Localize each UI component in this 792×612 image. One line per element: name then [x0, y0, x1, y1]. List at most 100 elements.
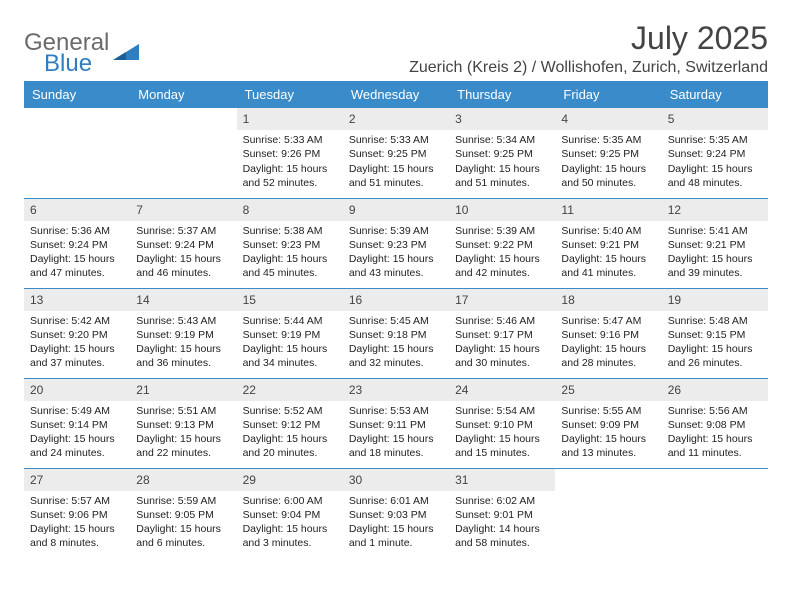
day-details: Sunrise: 6:02 AMSunset: 9:01 PMDaylight:…: [449, 491, 555, 555]
day-details: Sunrise: 5:35 AMSunset: 9:25 PMDaylight:…: [555, 130, 661, 194]
day-number: 11: [555, 199, 661, 221]
day-details: Sunrise: 5:38 AMSunset: 9:23 PMDaylight:…: [237, 221, 343, 285]
day-details: Sunrise: 5:40 AMSunset: 9:21 PMDaylight:…: [555, 221, 661, 285]
day-details: Sunrise: 5:52 AMSunset: 9:12 PMDaylight:…: [237, 401, 343, 465]
month-title: July 2025: [409, 20, 768, 57]
calendar-week-row: 13Sunrise: 5:42 AMSunset: 9:20 PMDayligh…: [24, 288, 768, 378]
calendar-day-cell: 24Sunrise: 5:54 AMSunset: 9:10 PMDayligh…: [449, 378, 555, 468]
calendar-day-cell: 28Sunrise: 5:59 AMSunset: 9:05 PMDayligh…: [130, 468, 236, 558]
day-details: Sunrise: 5:53 AMSunset: 9:11 PMDaylight:…: [343, 401, 449, 465]
day-details: Sunrise: 5:39 AMSunset: 9:22 PMDaylight:…: [449, 221, 555, 285]
day-details: Sunrise: 5:34 AMSunset: 9:25 PMDaylight:…: [449, 130, 555, 194]
weekday-header: Tuesday: [237, 81, 343, 108]
weekday-header: Wednesday: [343, 81, 449, 108]
weekday-header: Monday: [130, 81, 236, 108]
calendar-day-cell: 2Sunrise: 5:33 AMSunset: 9:25 PMDaylight…: [343, 108, 449, 198]
calendar-day-cell: 22Sunrise: 5:52 AMSunset: 9:12 PMDayligh…: [237, 378, 343, 468]
calendar-week-row: 27Sunrise: 5:57 AMSunset: 9:06 PMDayligh…: [24, 468, 768, 558]
day-details: Sunrise: 5:57 AMSunset: 9:06 PMDaylight:…: [24, 491, 130, 555]
day-number: 12: [662, 199, 768, 221]
day-details: Sunrise: 5:48 AMSunset: 9:15 PMDaylight:…: [662, 311, 768, 375]
day-number: 4: [555, 108, 661, 130]
calendar-day-cell: 7Sunrise: 5:37 AMSunset: 9:24 PMDaylight…: [130, 198, 236, 288]
calendar-day-cell: 6Sunrise: 5:36 AMSunset: 9:24 PMDaylight…: [24, 198, 130, 288]
calendar-day-cell: 9Sunrise: 5:39 AMSunset: 9:23 PMDaylight…: [343, 198, 449, 288]
day-number: 29: [237, 469, 343, 491]
day-number: 13: [24, 289, 130, 311]
calendar-day-cell: 25Sunrise: 5:55 AMSunset: 9:09 PMDayligh…: [555, 378, 661, 468]
weekday-header: Sunday: [24, 81, 130, 108]
calendar-day-cell: 23Sunrise: 5:53 AMSunset: 9:11 PMDayligh…: [343, 378, 449, 468]
calendar-day-cell: [662, 468, 768, 558]
day-details: Sunrise: 5:35 AMSunset: 9:24 PMDaylight:…: [662, 130, 768, 194]
day-details: Sunrise: 5:33 AMSunset: 9:26 PMDaylight:…: [237, 130, 343, 194]
calendar-day-cell: 30Sunrise: 6:01 AMSunset: 9:03 PMDayligh…: [343, 468, 449, 558]
day-number: 26: [662, 379, 768, 401]
day-number: 20: [24, 379, 130, 401]
day-number: 2: [343, 108, 449, 130]
calendar-day-cell: 12Sunrise: 5:41 AMSunset: 9:21 PMDayligh…: [662, 198, 768, 288]
calendar-week-row: 6Sunrise: 5:36 AMSunset: 9:24 PMDaylight…: [24, 198, 768, 288]
day-number: 25: [555, 379, 661, 401]
day-details: Sunrise: 5:45 AMSunset: 9:18 PMDaylight:…: [343, 311, 449, 375]
calendar-day-cell: 5Sunrise: 5:35 AMSunset: 9:24 PMDaylight…: [662, 108, 768, 198]
day-number: 3: [449, 108, 555, 130]
day-number: 24: [449, 379, 555, 401]
day-number: 14: [130, 289, 236, 311]
calendar-week-row: 20Sunrise: 5:49 AMSunset: 9:14 PMDayligh…: [24, 378, 768, 468]
day-number: 28: [130, 469, 236, 491]
day-details: Sunrise: 5:39 AMSunset: 9:23 PMDaylight:…: [343, 221, 449, 285]
calendar-day-cell: 21Sunrise: 5:51 AMSunset: 9:13 PMDayligh…: [130, 378, 236, 468]
day-number: 10: [449, 199, 555, 221]
day-details: Sunrise: 5:54 AMSunset: 9:10 PMDaylight:…: [449, 401, 555, 465]
day-details: Sunrise: 5:33 AMSunset: 9:25 PMDaylight:…: [343, 130, 449, 194]
day-number: 5: [662, 108, 768, 130]
calendar-day-cell: 1Sunrise: 5:33 AMSunset: 9:26 PMDaylight…: [237, 108, 343, 198]
day-details: Sunrise: 5:49 AMSunset: 9:14 PMDaylight:…: [24, 401, 130, 465]
day-details: Sunrise: 5:43 AMSunset: 9:19 PMDaylight:…: [130, 311, 236, 375]
day-number: 30: [343, 469, 449, 491]
logo-triangle-icon: [113, 42, 141, 67]
weekday-header: Thursday: [449, 81, 555, 108]
calendar-day-cell: 4Sunrise: 5:35 AMSunset: 9:25 PMDaylight…: [555, 108, 661, 198]
day-details: Sunrise: 5:51 AMSunset: 9:13 PMDaylight:…: [130, 401, 236, 465]
day-details: Sunrise: 6:00 AMSunset: 9:04 PMDaylight:…: [237, 491, 343, 555]
day-number: 18: [555, 289, 661, 311]
day-number: 16: [343, 289, 449, 311]
day-number: 27: [24, 469, 130, 491]
day-number: 22: [237, 379, 343, 401]
day-number: 31: [449, 469, 555, 491]
calendar-day-cell: 10Sunrise: 5:39 AMSunset: 9:22 PMDayligh…: [449, 198, 555, 288]
calendar-day-cell: [555, 468, 661, 558]
calendar-table: SundayMondayTuesdayWednesdayThursdayFrid…: [24, 81, 768, 558]
day-details: Sunrise: 5:37 AMSunset: 9:24 PMDaylight:…: [130, 221, 236, 285]
calendar-day-cell: 15Sunrise: 5:44 AMSunset: 9:19 PMDayligh…: [237, 288, 343, 378]
header: General Blue July 2025 Zuerich (Kreis 2)…: [24, 20, 768, 77]
logo: General Blue: [24, 30, 141, 76]
day-details: Sunrise: 6:01 AMSunset: 9:03 PMDaylight:…: [343, 491, 449, 555]
day-number: 6: [24, 199, 130, 221]
day-number: 19: [662, 289, 768, 311]
day-number: 21: [130, 379, 236, 401]
day-details: Sunrise: 5:56 AMSunset: 9:08 PMDaylight:…: [662, 401, 768, 465]
day-number: 7: [130, 199, 236, 221]
day-number: 23: [343, 379, 449, 401]
calendar-week-row: 1Sunrise: 5:33 AMSunset: 9:26 PMDaylight…: [24, 108, 768, 198]
calendar-day-cell: 11Sunrise: 5:40 AMSunset: 9:21 PMDayligh…: [555, 198, 661, 288]
day-details: Sunrise: 5:55 AMSunset: 9:09 PMDaylight:…: [555, 401, 661, 465]
day-number: 1: [237, 108, 343, 130]
location-text: Zuerich (Kreis 2) / Wollishofen, Zurich,…: [409, 59, 768, 77]
weekday-header-row: SundayMondayTuesdayWednesdayThursdayFrid…: [24, 81, 768, 108]
calendar-day-cell: 3Sunrise: 5:34 AMSunset: 9:25 PMDaylight…: [449, 108, 555, 198]
day-details: Sunrise: 5:36 AMSunset: 9:24 PMDaylight:…: [24, 221, 130, 285]
day-details: Sunrise: 5:47 AMSunset: 9:16 PMDaylight:…: [555, 311, 661, 375]
day-details: Sunrise: 5:42 AMSunset: 9:20 PMDaylight:…: [24, 311, 130, 375]
weekday-header: Friday: [555, 81, 661, 108]
day-details: Sunrise: 5:44 AMSunset: 9:19 PMDaylight:…: [237, 311, 343, 375]
calendar-day-cell: [130, 108, 236, 198]
day-number: 17: [449, 289, 555, 311]
calendar-day-cell: 14Sunrise: 5:43 AMSunset: 9:19 PMDayligh…: [130, 288, 236, 378]
calendar-day-cell: 20Sunrise: 5:49 AMSunset: 9:14 PMDayligh…: [24, 378, 130, 468]
calendar-day-cell: [24, 108, 130, 198]
day-details: Sunrise: 5:41 AMSunset: 9:21 PMDaylight:…: [662, 221, 768, 285]
